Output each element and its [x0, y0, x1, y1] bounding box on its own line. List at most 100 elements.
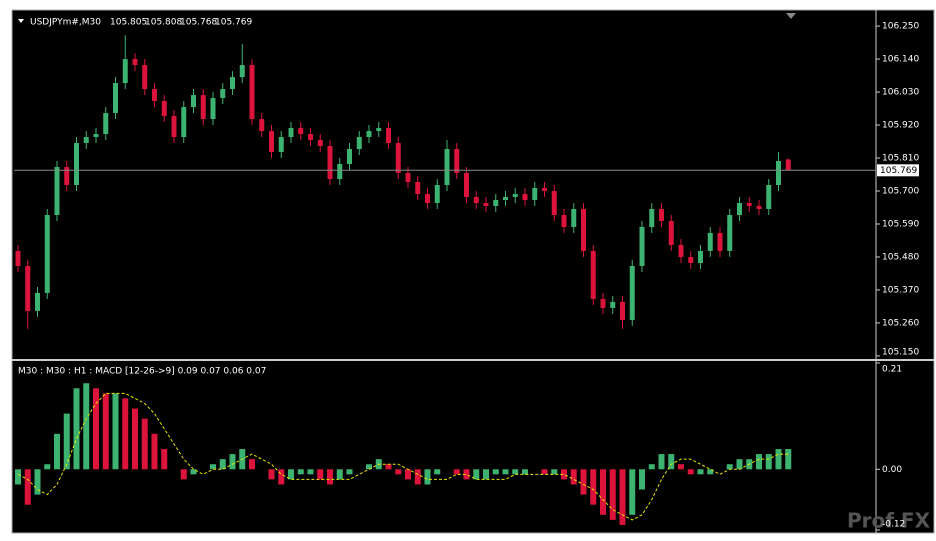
candle-body: [405, 173, 411, 183]
histogram-bar: [463, 469, 470, 480]
candle-body: [269, 131, 274, 153]
candle-body: [44, 214, 50, 293]
histogram-bar: [63, 413, 70, 470]
candle-body: [356, 137, 362, 150]
signal-line: [17, 392, 789, 521]
histogram-bar: [678, 464, 684, 470]
histogram-bar: [453, 469, 460, 475]
histogram-bar: [122, 398, 129, 470]
histogram-bar: [736, 459, 743, 470]
candle-body: [386, 128, 391, 144]
high-label: 105.808: [145, 18, 182, 28]
candle-body: [464, 173, 469, 197]
histogram-bar: [765, 454, 772, 470]
symbol-label: USDJPYm#,M30: [30, 18, 101, 28]
histogram-bar: [580, 469, 587, 495]
y-tick-label: 0.00: [882, 465, 902, 475]
histogram-bar: [102, 393, 109, 470]
current-price-label: 105.769: [880, 166, 917, 176]
y-tick-label: 105.480: [882, 252, 919, 262]
y-tick-label: -0.12: [882, 520, 905, 530]
histogram-bar: [473, 469, 480, 480]
histogram-bar: [570, 469, 577, 485]
candle-body: [161, 101, 167, 117]
histogram-bar: [785, 449, 792, 470]
histogram-bar: [307, 469, 314, 475]
histogram-bar: [190, 469, 197, 475]
candle-body: [551, 190, 557, 215]
candle-body: [756, 205, 762, 209]
low-label: 105.768: [180, 18, 217, 28]
histogram-bar: [317, 469, 324, 480]
candle-body: [376, 128, 382, 132]
candle-body: [503, 196, 508, 200]
candle-body: [454, 149, 460, 174]
histogram-bar: [336, 469, 343, 480]
candle-body: [15, 250, 21, 266]
candle-body: [132, 59, 138, 66]
y-tick-label: 106.250: [882, 22, 919, 32]
histogram-bar: [668, 454, 675, 470]
candle-body: [600, 298, 606, 308]
histogram-bar: [561, 469, 567, 480]
candle-body: [181, 107, 187, 138]
candle-body: [512, 193, 518, 197]
candle-body: [200, 95, 206, 120]
histogram-bar: [726, 464, 733, 470]
candle-body: [347, 149, 352, 165]
histogram-bar: [161, 449, 168, 470]
candle-body: [639, 226, 645, 266]
candle-body: [571, 208, 577, 227]
y-tick-label: 105.920: [882, 121, 919, 131]
y-tick-label: 0.21: [882, 365, 902, 375]
candle-body: [668, 220, 674, 245]
histogram-bar: [414, 469, 421, 485]
candle-body: [278, 137, 284, 153]
candle-body: [415, 182, 421, 194]
histogram-bar: [648, 464, 655, 470]
candle-body: [171, 116, 177, 138]
candle-body: [785, 159, 791, 171]
histogram-bar: [483, 469, 489, 480]
open-label: 105.805: [110, 18, 147, 28]
symbol-menu-icon: [18, 19, 24, 23]
histogram-bar: [151, 433, 158, 470]
histogram-bar: [687, 469, 694, 475]
histogram-bar: [278, 469, 285, 485]
histogram-bar: [180, 469, 187, 480]
histogram-bar: [219, 459, 226, 470]
candle-body: [522, 193, 528, 200]
histogram-bar: [619, 469, 626, 525]
y-tick-label: 105.260: [882, 318, 919, 328]
candle-body: [434, 185, 440, 203]
candle-body: [191, 95, 196, 108]
y-tick-label: 105.810: [882, 154, 919, 164]
candle-body: [542, 187, 547, 191]
candle-body: [473, 196, 479, 203]
candle-body: [766, 185, 772, 209]
histogram-bar: [15, 469, 21, 485]
y-tick-label: 105.370: [882, 285, 919, 295]
candle-body: [64, 167, 70, 185]
histogram-bar: [141, 418, 148, 470]
candle-body: [54, 167, 60, 215]
candle-body: [698, 250, 703, 263]
histogram-bar: [590, 469, 597, 505]
candle-body: [366, 131, 372, 138]
candle-body: [678, 244, 684, 257]
histogram-bar: [424, 469, 431, 485]
histogram-bar: [756, 454, 762, 470]
histogram-bar: [551, 469, 558, 475]
candle-body: [103, 113, 109, 135]
watermark: Prof FX: [847, 509, 931, 533]
y-tick-label: 106.140: [882, 55, 919, 65]
candle-body: [230, 77, 235, 90]
histogram-bar: [327, 469, 333, 485]
histogram-bar: [24, 469, 31, 505]
histogram-bar: [346, 469, 353, 475]
histogram-bar: [210, 464, 216, 470]
candle-body: [25, 265, 31, 311]
histogram-bar: [707, 469, 714, 475]
candle-body: [210, 98, 216, 120]
histogram-bar: [405, 469, 411, 480]
